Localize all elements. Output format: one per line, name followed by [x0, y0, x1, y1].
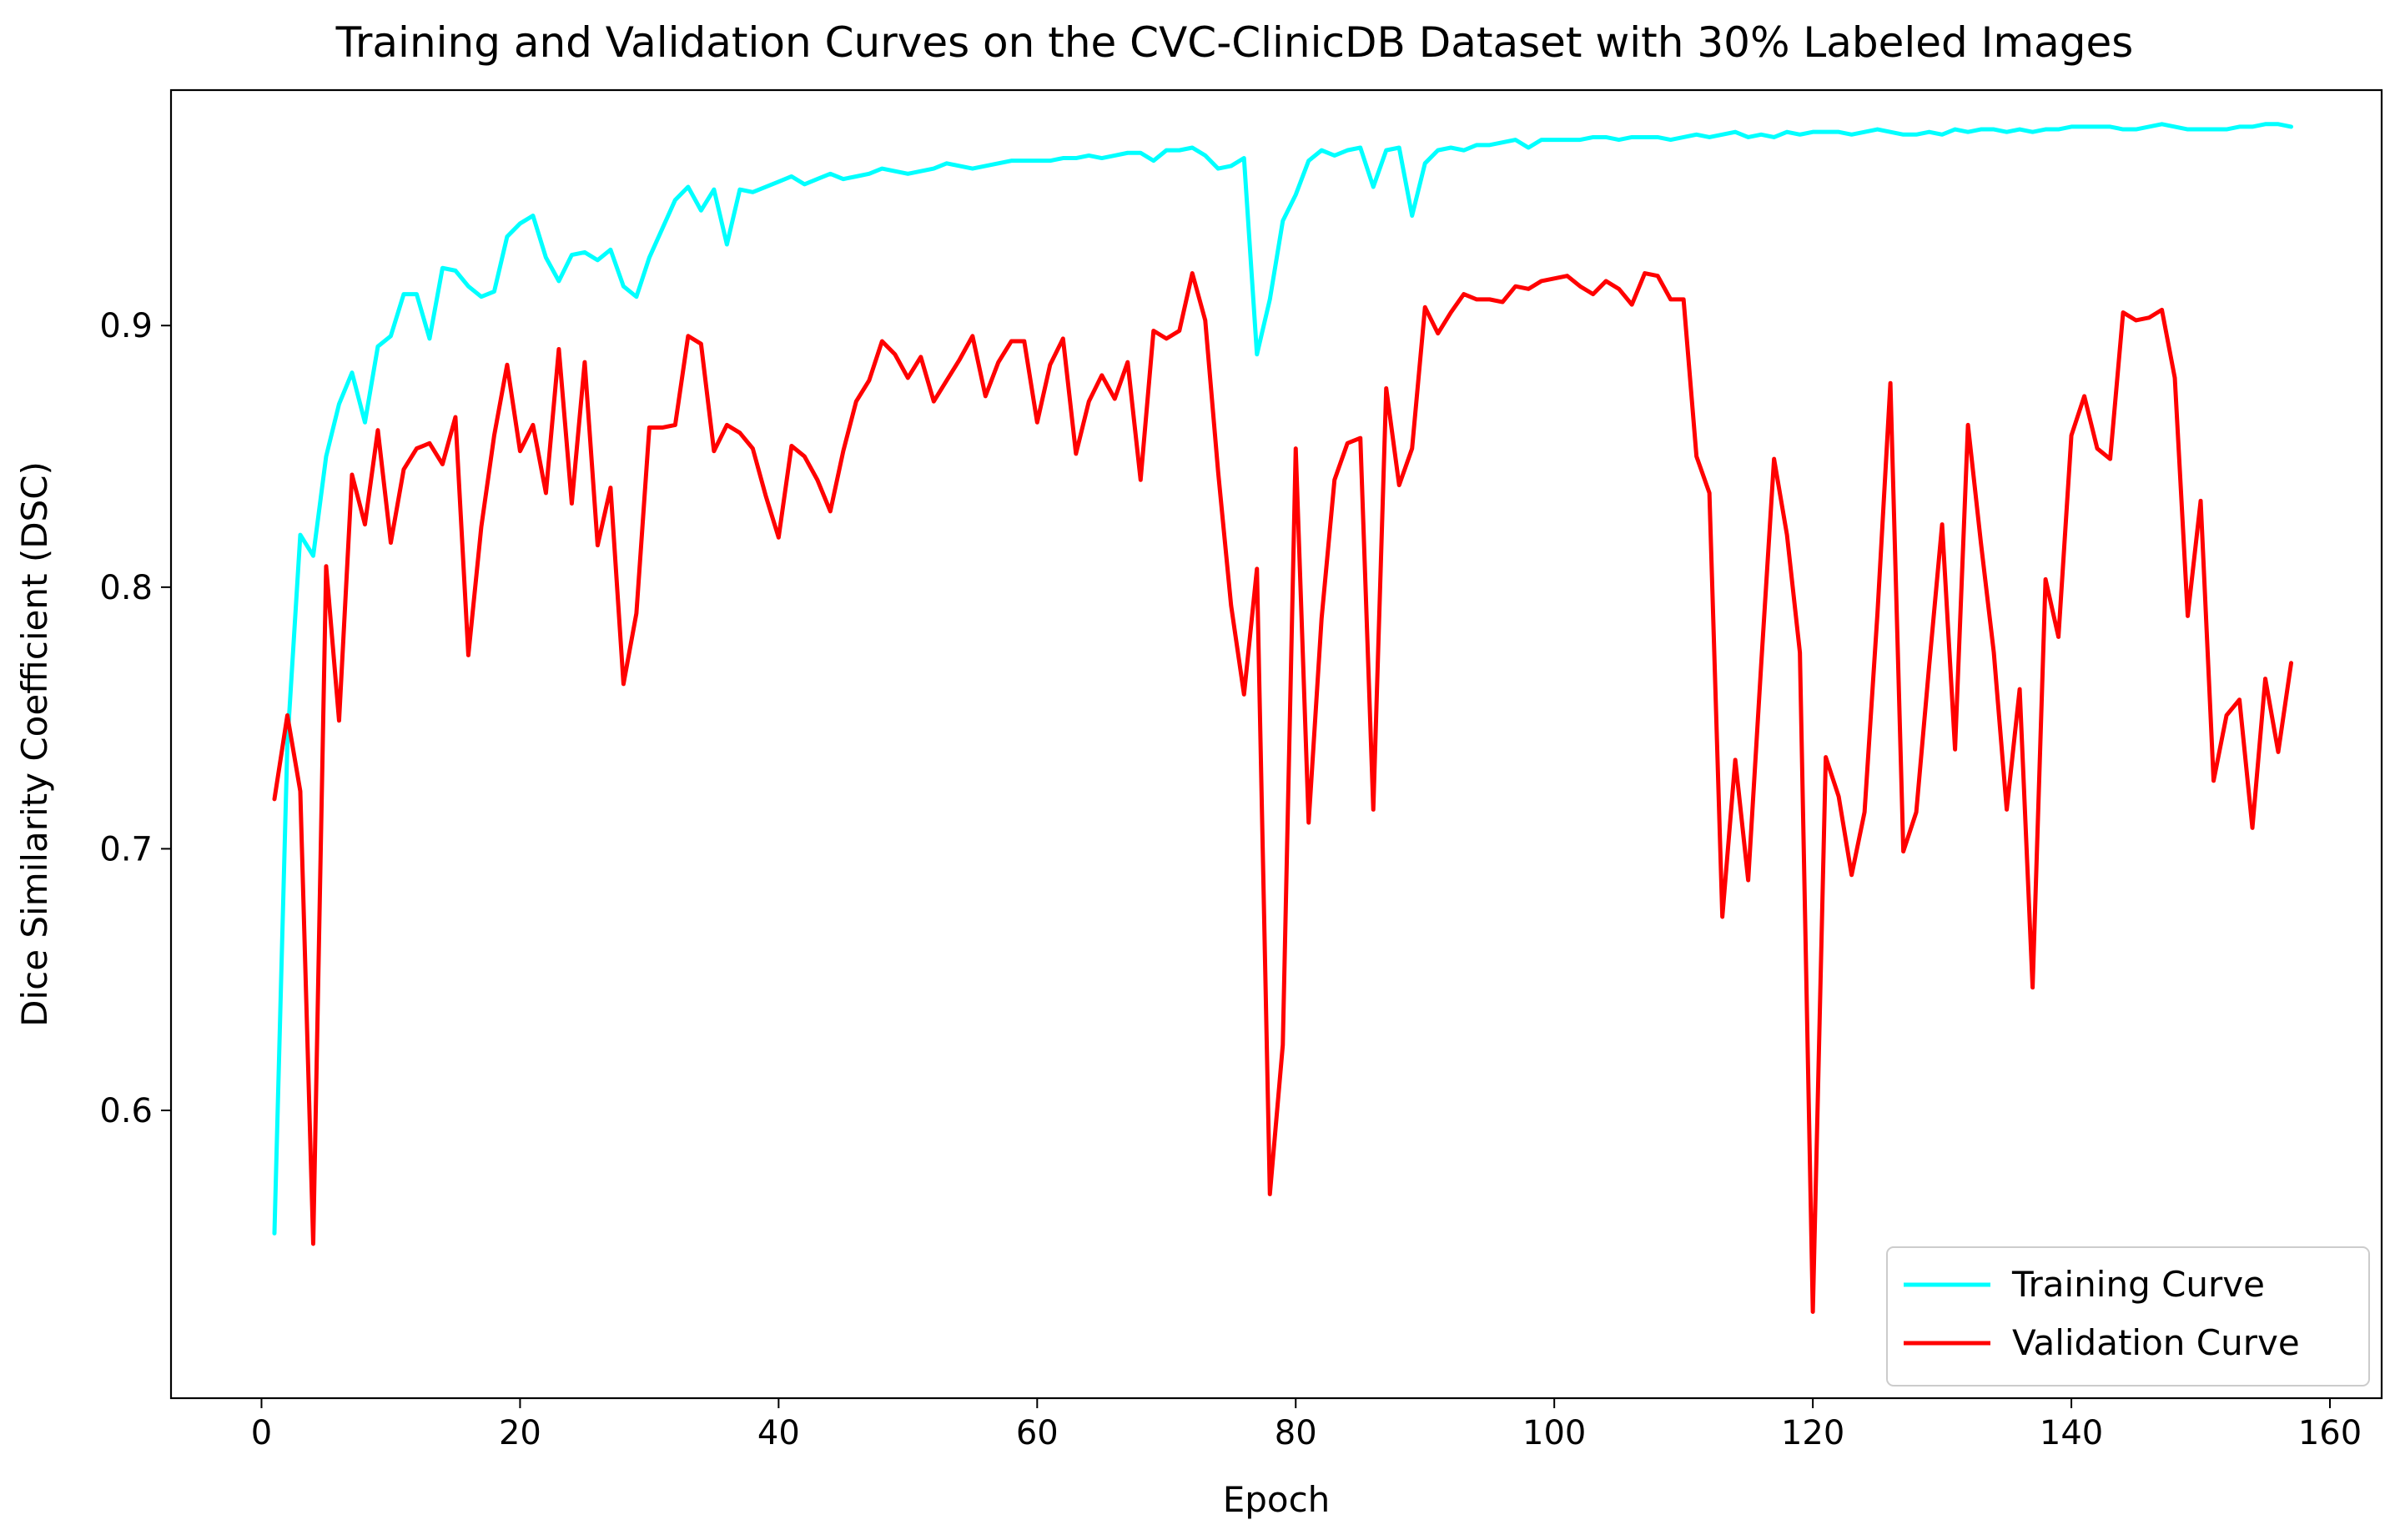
series-layer: [272, 122, 2294, 1315]
legend: Training Curve Validation Curve: [1886, 1246, 2370, 1387]
legend-box: [1886, 1246, 2370, 1387]
y-tick-label: 0.9: [99, 307, 153, 345]
legend-label-validation: Validation Curve: [2012, 1322, 2300, 1363]
x-tick-label: 160: [2298, 1414, 2362, 1452]
x-axis-ticks: 0 20 40 60 80 100 120 140 160: [251, 1398, 2362, 1452]
legend-label-training: Training Curve: [2011, 1264, 2265, 1305]
x-tick-label: 100: [1522, 1414, 1586, 1452]
y-tick-label: 0.7: [99, 830, 153, 868]
x-tick-label: 120: [1781, 1414, 1844, 1452]
x-tick-label: 20: [499, 1414, 541, 1452]
y-axis-label: Dice Similarity Coefficient (DSC): [14, 461, 55, 1027]
y-tick-label: 0.6: [99, 1092, 153, 1130]
x-axis-label: Epoch: [1223, 1479, 1331, 1520]
x-tick-label: 80: [1275, 1414, 1317, 1452]
y-axis-ticks: 0.6 0.7 0.8 0.9: [99, 307, 171, 1130]
x-tick-label: 40: [757, 1414, 800, 1452]
x-tick-label: 60: [1016, 1414, 1059, 1452]
chart-title: Training and Validation Curves on the CV…: [335, 18, 2134, 67]
plot-frame: [169, 88, 2383, 1400]
validation-curve-line: [272, 271, 2294, 1315]
training-curve-line: [272, 122, 2294, 1236]
x-tick-label: 0: [251, 1414, 272, 1452]
x-tick-label: 140: [2040, 1414, 2103, 1452]
y-tick-label: 0.8: [99, 569, 153, 607]
